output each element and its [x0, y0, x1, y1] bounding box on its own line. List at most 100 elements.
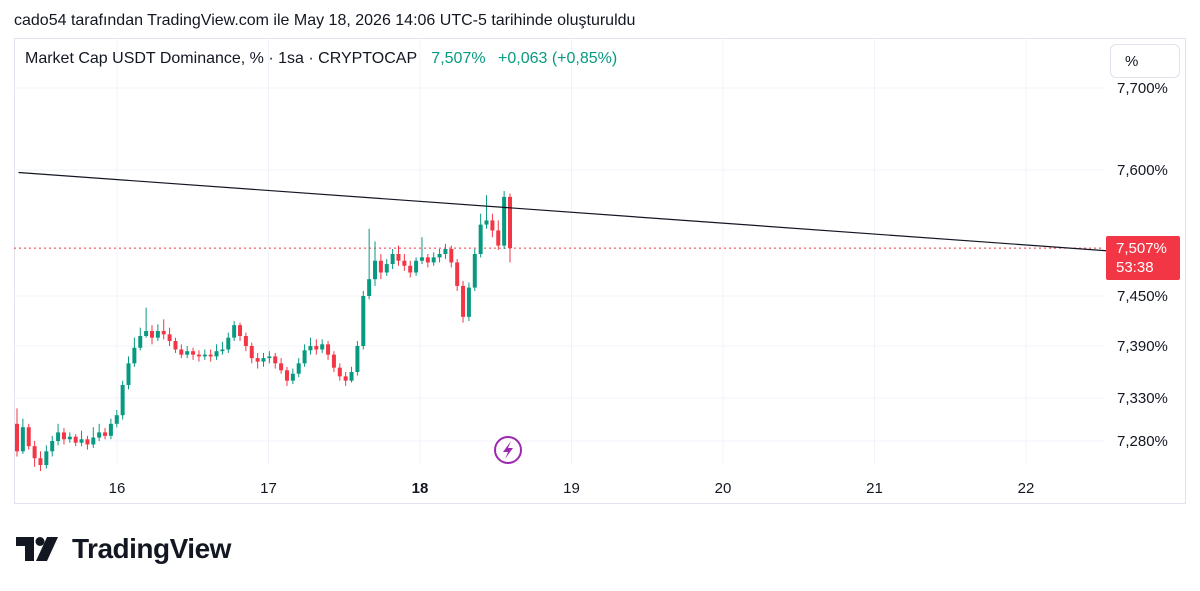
candle-body [508, 196, 512, 249]
candle-body [167, 334, 172, 341]
candle-body [149, 331, 154, 338]
candle-body [126, 363, 131, 385]
candle [466, 282, 471, 321]
candle-body [67, 436, 72, 440]
candle-body [490, 220, 495, 231]
price-scale[interactable]: 7,700% 7,600% 7,450% 7,390% 7,330% 7,280% [1117, 80, 1168, 450]
candle [108, 418, 113, 440]
candle-body [455, 262, 460, 286]
candle-body [97, 432, 102, 438]
percent-scale-button[interactable]: % [1110, 44, 1180, 78]
x-tick-label: 22 [1018, 480, 1035, 497]
symbol-title[interactable]: Market Cap USDT Dominance, % · 1sa · CRY… [25, 50, 417, 67]
candle-body [220, 349, 225, 352]
flash-event-icon[interactable] [494, 436, 522, 464]
candle [126, 356, 131, 390]
candle-body [290, 373, 295, 381]
candle [425, 254, 430, 268]
candle-body [73, 436, 78, 443]
candle [502, 191, 507, 249]
candle [138, 327, 143, 351]
tradingview-logo-icon [16, 537, 58, 561]
candle-body [103, 432, 108, 436]
candle [50, 435, 55, 457]
candle [161, 319, 166, 340]
candle [61, 428, 66, 445]
candle-body [144, 331, 149, 336]
candle [490, 213, 495, 238]
candle-body [314, 346, 319, 350]
candle-body [173, 341, 178, 350]
candle [508, 193, 512, 263]
candle [455, 259, 460, 291]
last-value: 7,507% [431, 50, 486, 67]
candle [114, 410, 119, 428]
candle [384, 259, 389, 276]
trend-line[interactable] [18, 171, 1117, 253]
candle [461, 280, 466, 323]
candle-body [138, 336, 143, 348]
candle [173, 337, 178, 353]
candle-body [238, 325, 243, 336]
candle-body [243, 336, 248, 346]
candle-body [296, 363, 301, 374]
candle-body [267, 356, 272, 359]
candle [208, 349, 213, 362]
candle [91, 427, 96, 448]
candle [20, 418, 25, 454]
candle [367, 228, 372, 300]
candle [402, 254, 407, 271]
candle [414, 257, 419, 276]
candle [308, 337, 313, 355]
candle [349, 366, 354, 383]
candle-body [161, 331, 166, 335]
candle-body [15, 423, 19, 452]
candle [120, 380, 125, 420]
candle-body [50, 441, 55, 452]
candle-body [419, 257, 424, 261]
candle [302, 344, 307, 367]
candle [103, 428, 108, 440]
candle [238, 322, 243, 341]
candle [179, 344, 184, 359]
y-tick-label: 7,330% [1117, 390, 1168, 407]
candle [378, 254, 383, 280]
candle-body [320, 344, 325, 350]
candlestick-chart[interactable]: 7,700%7,600%7,450%7,390%7,330%7,280% 16 1… [14, 38, 1186, 504]
candle [431, 252, 436, 266]
y-tick-label: 7,700% [1117, 80, 1168, 97]
candle-body [56, 432, 61, 441]
candle-body [461, 285, 466, 317]
candle [79, 430, 84, 447]
candle [437, 248, 442, 263]
symbol-legend: Market Cap USDT Dominance, % · 1sa · CRY… [25, 50, 617, 68]
candle [314, 339, 319, 355]
candle-body [279, 363, 284, 371]
brand-logo[interactable]: TradingView [16, 533, 231, 565]
candle-body [214, 351, 219, 357]
candle [67, 432, 72, 443]
candle-body [44, 451, 49, 466]
candle-body [396, 254, 401, 261]
chart-pane[interactable] [14, 38, 1186, 504]
candle-body [349, 372, 354, 381]
candle-body [179, 349, 184, 355]
time-scale[interactable]: 16 17 18 19 20 21 22 [109, 480, 1035, 497]
candle [44, 445, 49, 469]
candle-body [443, 248, 448, 254]
candle-body [261, 358, 266, 362]
brand-name: TradingView [72, 533, 231, 564]
candle-body [202, 354, 207, 357]
candle-body [114, 415, 119, 424]
last-price-badge: 7,507% 53:38 [1106, 236, 1180, 280]
candle [484, 195, 489, 229]
y-tick-label: 7,280% [1117, 433, 1168, 450]
candle-body [478, 224, 483, 254]
candle-body [425, 257, 430, 263]
candle-body [466, 287, 471, 317]
candle [185, 346, 190, 359]
candle-body [108, 423, 113, 436]
last-price-label: 7,507% [1116, 240, 1167, 257]
candle [15, 408, 19, 457]
candle-body [408, 265, 413, 273]
